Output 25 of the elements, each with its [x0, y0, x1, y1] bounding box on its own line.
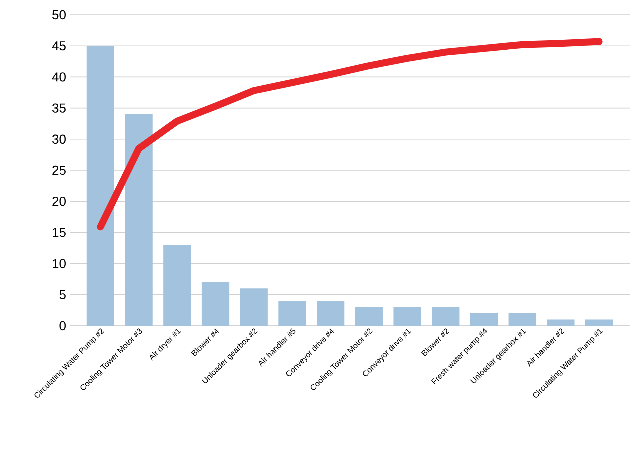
y-tick-label: 40 [52, 72, 66, 82]
bar [547, 320, 575, 326]
y-tick-label: 30 [52, 134, 66, 144]
bar [508, 314, 536, 326]
y-tick-label: 45 [52, 42, 66, 51]
y-tick-label: 35 [52, 104, 66, 113]
bar [317, 301, 345, 326]
bar [470, 314, 498, 326]
y-tick-label: 5 [60, 290, 66, 300]
bar [125, 114, 153, 326]
bar [164, 245, 192, 326]
bar [394, 307, 422, 326]
bar [586, 320, 614, 326]
y-tick-label: 10 [53, 259, 66, 268]
y-tick-label: 25 [52, 166, 66, 176]
bar [432, 307, 460, 326]
bar [86, 46, 114, 326]
bar [202, 282, 230, 326]
y-tick-label: 50 [52, 10, 66, 20]
y-tick-label: 15 [53, 228, 66, 238]
bar [278, 301, 306, 326]
y-tick-label: 0 [60, 321, 66, 331]
bar [355, 307, 383, 326]
bar [240, 288, 268, 326]
y-tick-label: 20 [52, 196, 66, 206]
